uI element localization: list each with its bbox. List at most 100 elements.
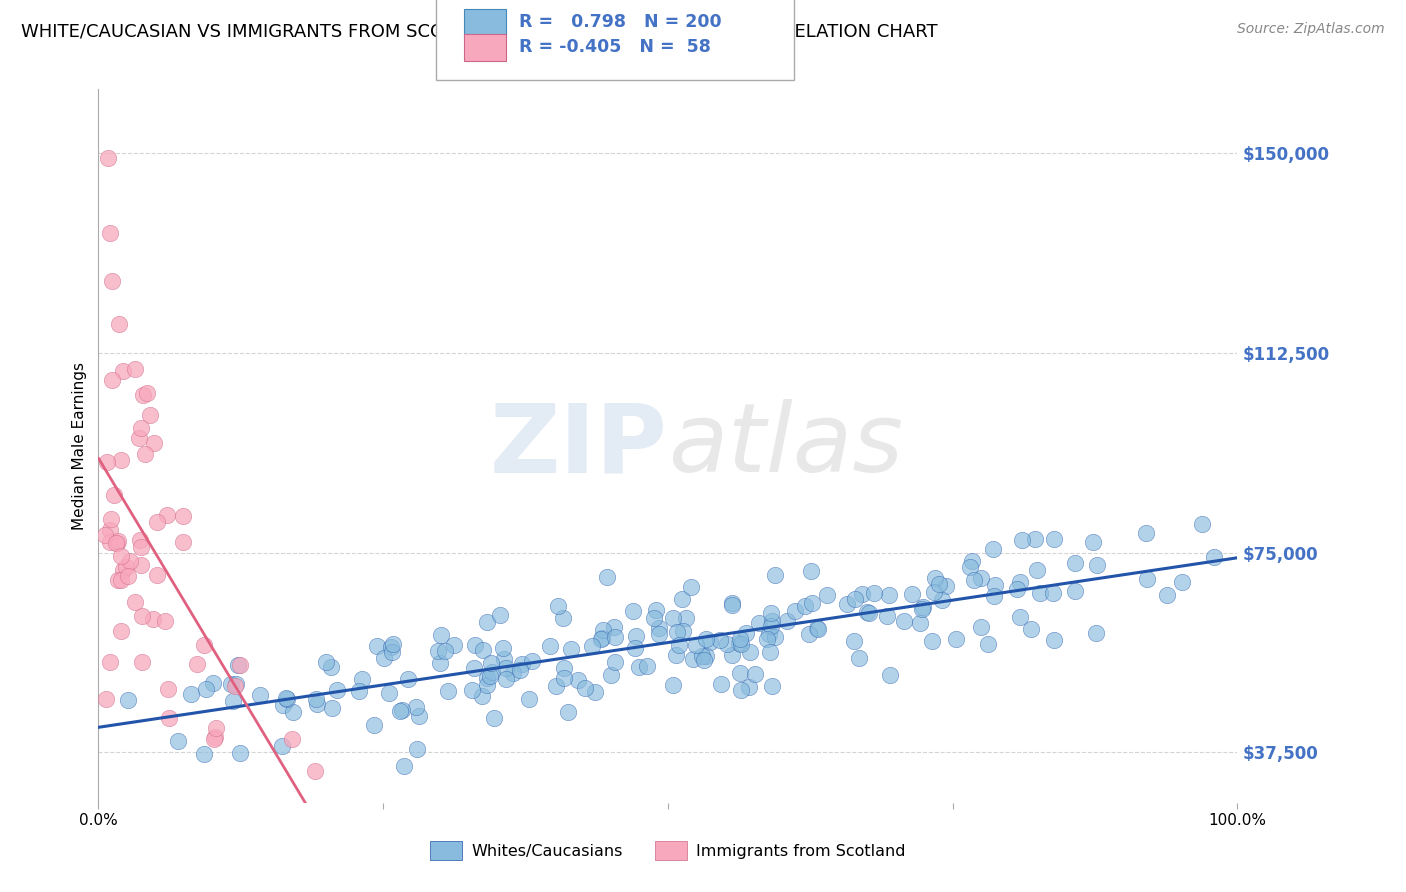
Point [970,620,993,634]
Point [509,664,531,678]
Point [304,764,326,778]
Point [193,747,215,761]
Point [129,540,152,554]
Point [110,549,132,563]
Point [186,657,208,671]
Point [695,648,717,663]
Point [728,636,751,650]
Point [112,364,135,378]
Point [983,589,1005,603]
Point [720,596,742,610]
Point [661,611,683,625]
Point [1010,610,1032,624]
Point [157,711,180,725]
Point [924,571,946,585]
Point [388,704,411,718]
Point [553,671,575,685]
Point [405,699,427,714]
Point [463,661,485,675]
Point [475,615,498,629]
Point [391,703,413,717]
Point [668,638,690,652]
Point [1135,526,1157,541]
Point [756,632,779,646]
Point [931,593,953,607]
Point [124,595,146,609]
Point [271,698,294,712]
Point [759,618,782,632]
Point [959,560,981,574]
Point [981,542,1004,557]
Point [495,661,517,675]
Point [146,515,169,529]
Point [1083,535,1105,549]
Point [117,569,139,583]
Text: atlas: atlas [668,400,903,492]
Point [378,685,401,699]
Point [94,692,117,706]
Point [406,741,429,756]
Point [716,637,738,651]
Point [662,677,685,691]
Point [1024,532,1046,546]
Point [93,528,115,542]
Point [131,608,153,623]
Point [851,587,873,601]
Point [180,687,202,701]
Point [100,655,122,669]
Point [977,636,1000,650]
Point [517,691,540,706]
Point [461,683,484,698]
Y-axis label: Median Male Earnings: Median Male Earnings [72,362,87,530]
Point [202,731,225,746]
Point [560,641,582,656]
Point [305,692,328,706]
Point [315,655,337,669]
Point [624,629,647,643]
Point [877,588,900,602]
Point [107,533,129,548]
Point [145,568,167,582]
Point [799,564,821,578]
Point [98,523,121,537]
Point [117,693,139,707]
Point [132,388,155,402]
Point [1156,588,1178,602]
Point [489,607,512,622]
Point [605,631,627,645]
Point [581,639,603,653]
Point [699,634,721,648]
Point [970,571,993,585]
Point [793,599,815,613]
Point [1025,563,1047,577]
Point [815,588,838,602]
Point [142,612,165,626]
Point [392,758,415,772]
Point [665,648,688,662]
Point [1029,586,1052,600]
Point [225,677,247,691]
Point [627,660,650,674]
Point [876,608,898,623]
Point [1084,626,1107,640]
Point [349,683,371,698]
Point [623,640,645,655]
Point [583,685,606,699]
Point [1136,572,1159,586]
Point [695,632,717,647]
Point [911,602,934,616]
Point [108,317,131,331]
Point [193,638,215,652]
Point [143,436,166,450]
Point [153,615,176,629]
Point [1085,558,1108,572]
Point [783,604,806,618]
Point [721,598,744,612]
Text: ZIP: ZIP [489,400,668,492]
Point [492,640,515,655]
Point [472,643,495,657]
Point [710,677,733,691]
Point [321,700,343,714]
Point [567,673,589,688]
Point [908,616,931,631]
